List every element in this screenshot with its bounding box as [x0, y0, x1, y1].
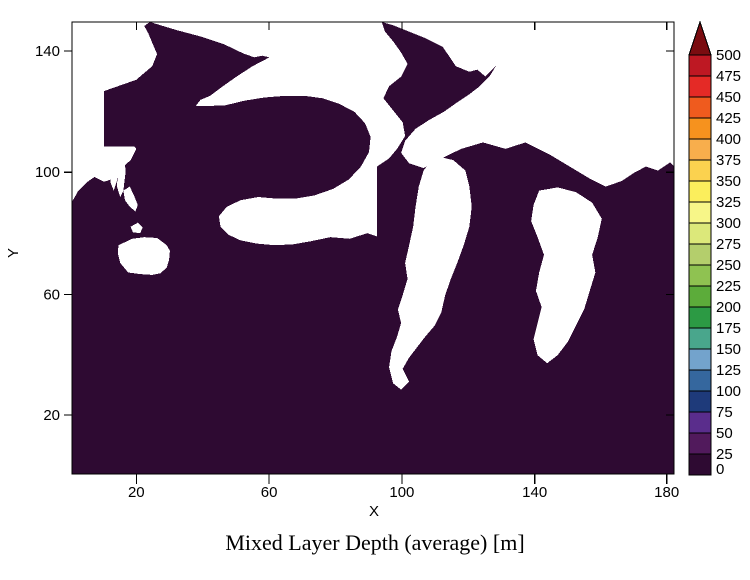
svg-text:X: X: [369, 503, 379, 520]
svg-text:75: 75: [716, 404, 733, 421]
svg-text:0: 0: [716, 461, 724, 478]
svg-text:Y: Y: [5, 248, 22, 258]
svg-text:375: 375: [716, 152, 741, 169]
svg-text:50: 50: [716, 425, 733, 442]
svg-text:140: 140: [522, 484, 547, 501]
svg-text:450: 450: [716, 89, 741, 106]
svg-text:325: 325: [716, 194, 741, 211]
svg-text:475: 475: [716, 68, 741, 85]
svg-text:125: 125: [716, 362, 741, 379]
svg-text:60: 60: [261, 484, 278, 501]
svg-text:180: 180: [654, 484, 679, 501]
svg-text:100: 100: [35, 164, 60, 181]
svg-text:500: 500: [716, 47, 741, 64]
svg-text:20: 20: [43, 407, 60, 424]
svg-text:300: 300: [716, 215, 741, 232]
svg-text:400: 400: [716, 131, 741, 148]
svg-text:150: 150: [716, 341, 741, 358]
svg-text:250: 250: [716, 257, 741, 274]
svg-text:60: 60: [43, 286, 60, 303]
svg-text:100: 100: [716, 383, 741, 400]
svg-text:140: 140: [35, 43, 60, 60]
svg-text:425: 425: [716, 110, 741, 127]
svg-text:275: 275: [716, 236, 741, 253]
svg-text:350: 350: [716, 173, 741, 190]
svg-text:200: 200: [716, 299, 741, 316]
svg-text:Mixed Layer Depth (average) [m: Mixed Layer Depth (average) [m]: [225, 530, 524, 555]
svg-text:175: 175: [716, 320, 741, 337]
svg-text:20: 20: [128, 484, 145, 501]
svg-text:225: 225: [716, 278, 741, 295]
svg-text:100: 100: [389, 484, 414, 501]
